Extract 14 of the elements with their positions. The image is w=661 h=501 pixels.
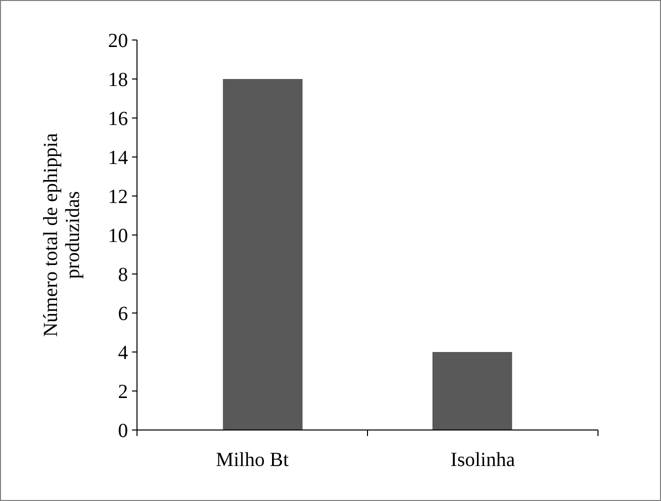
y-tick-label: 10 [108, 225, 128, 247]
y-tick-label: 8 [118, 264, 128, 286]
y-tick-label: 14 [108, 147, 128, 169]
y-axis-title: Número total de ephippia produzidas [40, 132, 84, 337]
y-tick-label: 12 [108, 186, 128, 208]
x-tick-label: Milho Bt [216, 449, 290, 471]
x-tick-label: Isolinha [450, 449, 516, 471]
y-tick-label: 16 [108, 108, 128, 130]
y-tick-label: 4 [118, 342, 128, 364]
y-tick-label: 0 [118, 420, 128, 442]
y-tick-label: 6 [118, 303, 128, 325]
y-tick-label: 20 [108, 30, 128, 52]
y-tick-label: 2 [118, 381, 128, 403]
y-tick-label: 18 [108, 69, 128, 91]
